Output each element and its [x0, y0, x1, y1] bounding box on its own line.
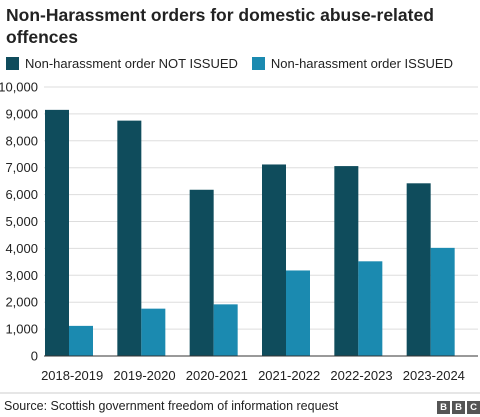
legend-item-not-issued: Non-harassment order NOT ISSUED [6, 56, 238, 71]
x-tick-label: 2022-2023 [330, 368, 392, 383]
bar-not-issued-2020-2021 [189, 189, 214, 356]
y-tick-label: 7,000 [5, 160, 38, 175]
bbc-logo: B B C [435, 401, 480, 414]
legend-item-issued: Non-harassment order ISSUED [251, 55, 453, 71]
legend-label-issued: Non-harassment order ISSUED [270, 55, 453, 71]
y-tick-label: 10,000 [0, 80, 38, 95]
bar-not-issued-2022-2023 [334, 166, 359, 356]
y-tick-label: 9,000 [5, 106, 38, 121]
legend: Non-harassment order NOT ISSUED Non-hara… [6, 54, 467, 72]
bar-not-issued-2018-2019 [45, 109, 69, 357]
legend-swatch-issued [251, 56, 265, 70]
legend-label-not-issued: Non-harassment order NOT ISSUED [25, 55, 238, 71]
bar-not-issued-2019-2020 [117, 120, 142, 356]
y-tick-label: 0 [31, 349, 38, 364]
bar-issued-2023-2024 [430, 247, 455, 356]
logo-letter-b2: B [452, 401, 465, 414]
y-tick-label: 1,000 [5, 322, 38, 337]
y-tick-label: 5,000 [5, 214, 38, 229]
y-tick-label: 6,000 [5, 187, 38, 202]
x-tick-label: 2020-2021 [186, 368, 248, 383]
logo-letter-b1: B [437, 401, 450, 414]
bar-not-issued-2021-2022 [262, 164, 286, 356]
x-tick-label: 2019-2020 [113, 368, 175, 383]
y-tick-label: 3,000 [5, 268, 38, 283]
bar-issued-2019-2020 [141, 308, 166, 356]
bar-not-issued-2023-2024 [406, 183, 431, 356]
bar-issued-2022-2023 [358, 261, 383, 356]
y-tick-label: 4,000 [5, 241, 38, 256]
x-tick-label: 2023-2024 [403, 368, 465, 383]
legend-swatch-not-issued [6, 56, 19, 70]
y-tick-label: 8,000 [5, 133, 38, 148]
x-tick-label: 2021-2022 [258, 368, 320, 383]
x-tick-label: 2018-2019 [41, 368, 103, 383]
bar-issued-2021-2022 [286, 270, 310, 356]
bar-chart: 0 1,000 2,000 3,000 4,000 5,000 6,000 7,000 8,00… [0, 80, 480, 394]
logo-letter-c: C [467, 401, 480, 414]
bar-issued-2018-2019 [69, 325, 93, 356]
chart-title: Non-Harassment orders for domestic abuse… [6, 5, 434, 47]
bar-issued-2020-2021 [213, 304, 238, 356]
y-tick-label: 2,000 [5, 295, 38, 310]
source-note: Source: Scottish government freedom of i… [4, 399, 339, 413]
